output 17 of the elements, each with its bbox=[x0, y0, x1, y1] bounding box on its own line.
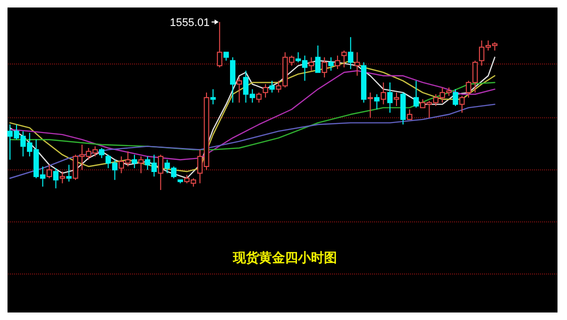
candlestick bbox=[380, 82, 386, 105]
candlestick bbox=[132, 154, 138, 169]
candlestick bbox=[308, 56, 314, 72]
candlestick bbox=[60, 171, 66, 184]
candlestick bbox=[53, 168, 59, 189]
candlestick bbox=[387, 82, 393, 114]
candlestick bbox=[210, 88, 216, 105]
candlestick bbox=[236, 76, 242, 104]
candlestick bbox=[322, 56, 328, 78]
candlestick bbox=[262, 84, 268, 98]
candlestick bbox=[368, 92, 373, 118]
candlestick bbox=[334, 55, 340, 70]
text: 现货黄金四小时图 bbox=[232, 250, 337, 266]
annotation: 1555.01 bbox=[170, 17, 210, 29]
candlestick bbox=[374, 94, 380, 110]
candlestick bbox=[66, 164, 72, 182]
candlestick bbox=[354, 52, 360, 76]
